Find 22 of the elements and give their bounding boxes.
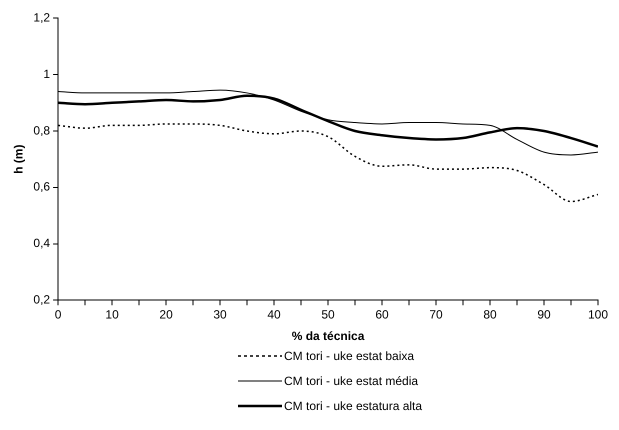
x-tick-label: 20	[159, 308, 174, 322]
y-tick-label: 0,6	[33, 180, 50, 194]
x-tick-label: 70	[429, 308, 444, 322]
legend-label: CM tori - uke estat baixa	[284, 348, 414, 364]
x-tick-label: 60	[375, 308, 390, 322]
legend-label: CM tori - uke estatura alta	[284, 398, 422, 414]
y-tick-label: 0,2	[33, 292, 50, 307]
x-tick-label: 40	[267, 308, 282, 322]
x-tick-label: 0	[54, 308, 62, 322]
y-axis-title: h (m)	[12, 144, 26, 174]
y-tick-label: 1	[43, 66, 50, 81]
y-tick-label: 0,8	[33, 123, 50, 138]
x-axis-title: % da técnica	[292, 329, 365, 344]
x-tick-label: 80	[483, 308, 497, 322]
x-tick-label: 10	[105, 308, 120, 322]
y-tick-label: 0,4	[33, 236, 50, 250]
legend-label: CM tori - uke estat média	[284, 373, 418, 389]
y-tick-label: 1,2	[33, 10, 50, 25]
x-tick-label: 100	[588, 308, 608, 322]
x-tick-label: 90	[537, 308, 551, 322]
x-tick-label: 50	[321, 308, 336, 322]
x-tick-label: 30	[213, 308, 228, 322]
